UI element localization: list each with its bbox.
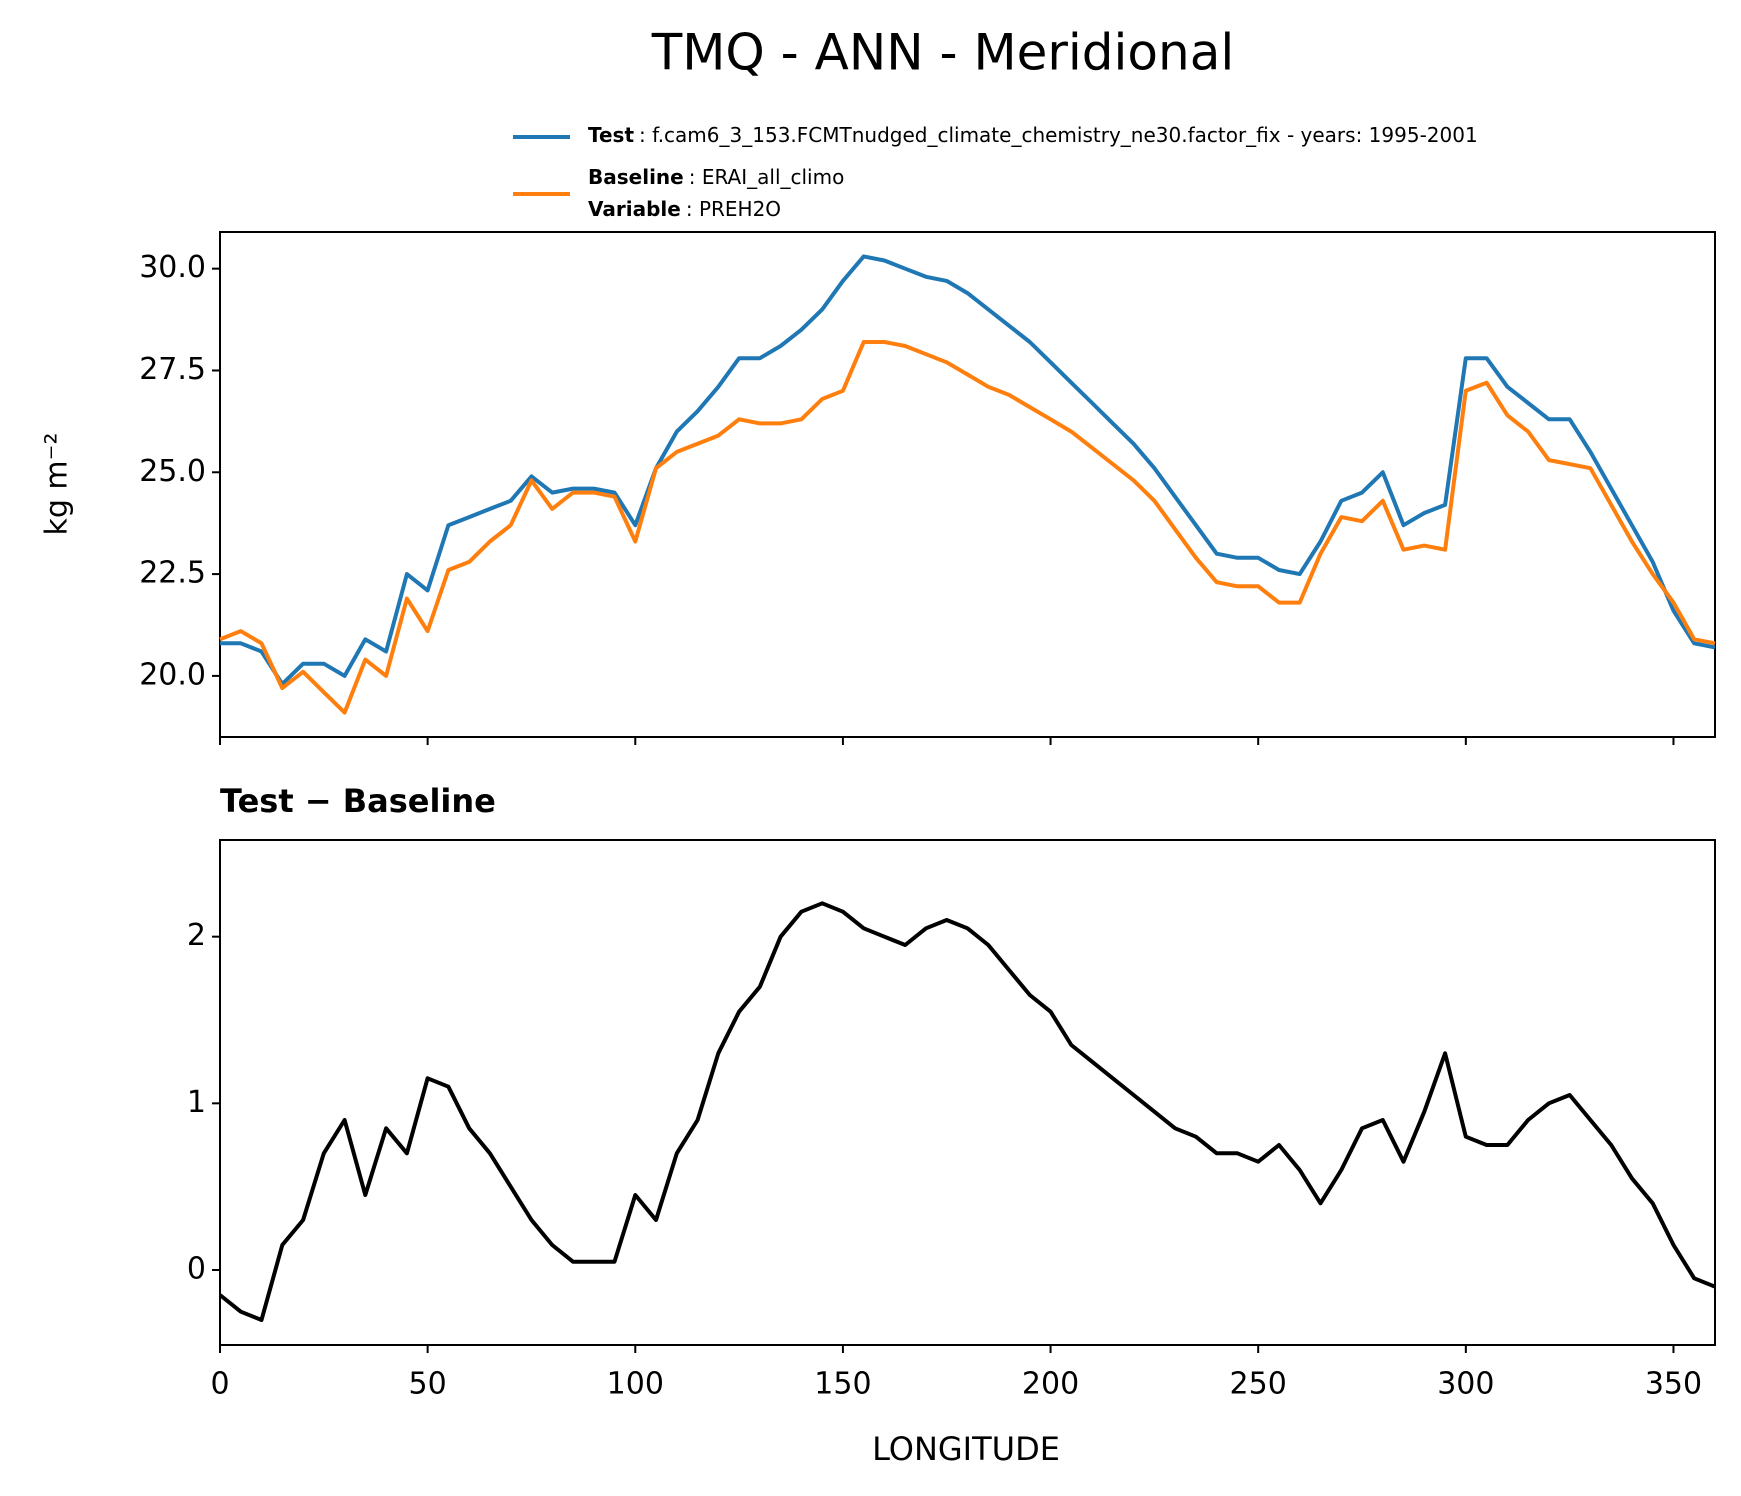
y-tick-label: 30.0 — [139, 250, 206, 285]
plot-frame — [219, 839, 1716, 1346]
y-tick-label: 20.0 — [139, 657, 206, 692]
x-tick-label: 350 — [1645, 1367, 1702, 1402]
data-line — [220, 254, 1716, 687]
x-tick-label: 100 — [607, 1367, 664, 1402]
x-tick-label: 150 — [814, 1367, 871, 1402]
y-tick-label: 1 — [187, 1085, 206, 1120]
legend-detail: : PREH2O — [686, 197, 781, 221]
x-tick-label: 200 — [1022, 1367, 1079, 1402]
subplot-title: Test − Baseline — [220, 782, 496, 820]
x-axis-label: LONGITUDE — [872, 1430, 1060, 1468]
chart-title: TMQ - ANN - Meridional — [651, 24, 1235, 82]
x-tick-label: 50 — [409, 1367, 447, 1402]
y-tick-label: 22.5 — [139, 556, 206, 591]
y-axis-label: kg m⁻² — [40, 432, 75, 535]
legend-name: Test — [588, 123, 634, 147]
y-tick-label: 25.0 — [139, 454, 206, 489]
x-tick-label: 250 — [1230, 1367, 1287, 1402]
y-tick-label: 2 — [187, 918, 206, 953]
y-tick-label: 27.5 — [139, 352, 206, 387]
data-line — [218, 901, 1716, 1322]
legend-detail: : f.cam6_3_153.FCMTnudged_climate_chemis… — [639, 123, 1478, 147]
legend-entry: Variable: PREH2O — [588, 197, 781, 221]
legend-name: Baseline — [588, 165, 684, 189]
legend-detail: : ERAI_all_climo — [689, 165, 845, 189]
legend-entry: Baseline: ERAI_all_climo — [588, 165, 844, 189]
plot-frame — [219, 231, 1716, 738]
x-tick-label: 300 — [1437, 1367, 1494, 1402]
x-tick-label: 0 — [210, 1367, 229, 1402]
legend-entry: Test: f.cam6_3_153.FCMTnudged_climate_ch… — [588, 123, 1478, 147]
y-tick-label: 0 — [187, 1252, 206, 1287]
legend-name: Variable — [588, 197, 681, 221]
data-line — [219, 340, 1716, 715]
